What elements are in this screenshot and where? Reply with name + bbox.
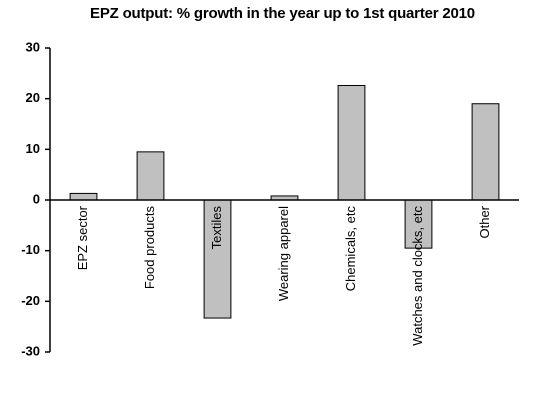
y-tick-label: 0 <box>33 191 40 206</box>
x-tick-label: Watches and clocks, etc <box>410 206 425 346</box>
y-tick-label: -10 <box>21 242 40 257</box>
y-tick-label: 20 <box>26 90 40 105</box>
x-tick-label: Chemicals, etc <box>343 206 358 292</box>
bar <box>69 192 98 201</box>
bar <box>337 84 366 201</box>
chart-title: EPZ output: % growth in the year up to 1… <box>90 5 475 22</box>
x-tick-label: Textiles <box>209 206 224 250</box>
y-tick-label: -20 <box>21 293 40 308</box>
y-tick-label: 30 <box>26 39 40 54</box>
bar <box>136 151 165 201</box>
x-tick-label: Food products <box>142 206 157 290</box>
y-tick-label: 10 <box>26 141 40 156</box>
x-tick-label: Wearing apparel <box>276 206 291 301</box>
y-tick-label: -30 <box>21 343 40 358</box>
x-tick-label: EPZ sector <box>75 205 90 270</box>
x-tick-label: Other <box>477 205 492 238</box>
bar <box>404 199 433 249</box>
bar <box>471 103 500 201</box>
